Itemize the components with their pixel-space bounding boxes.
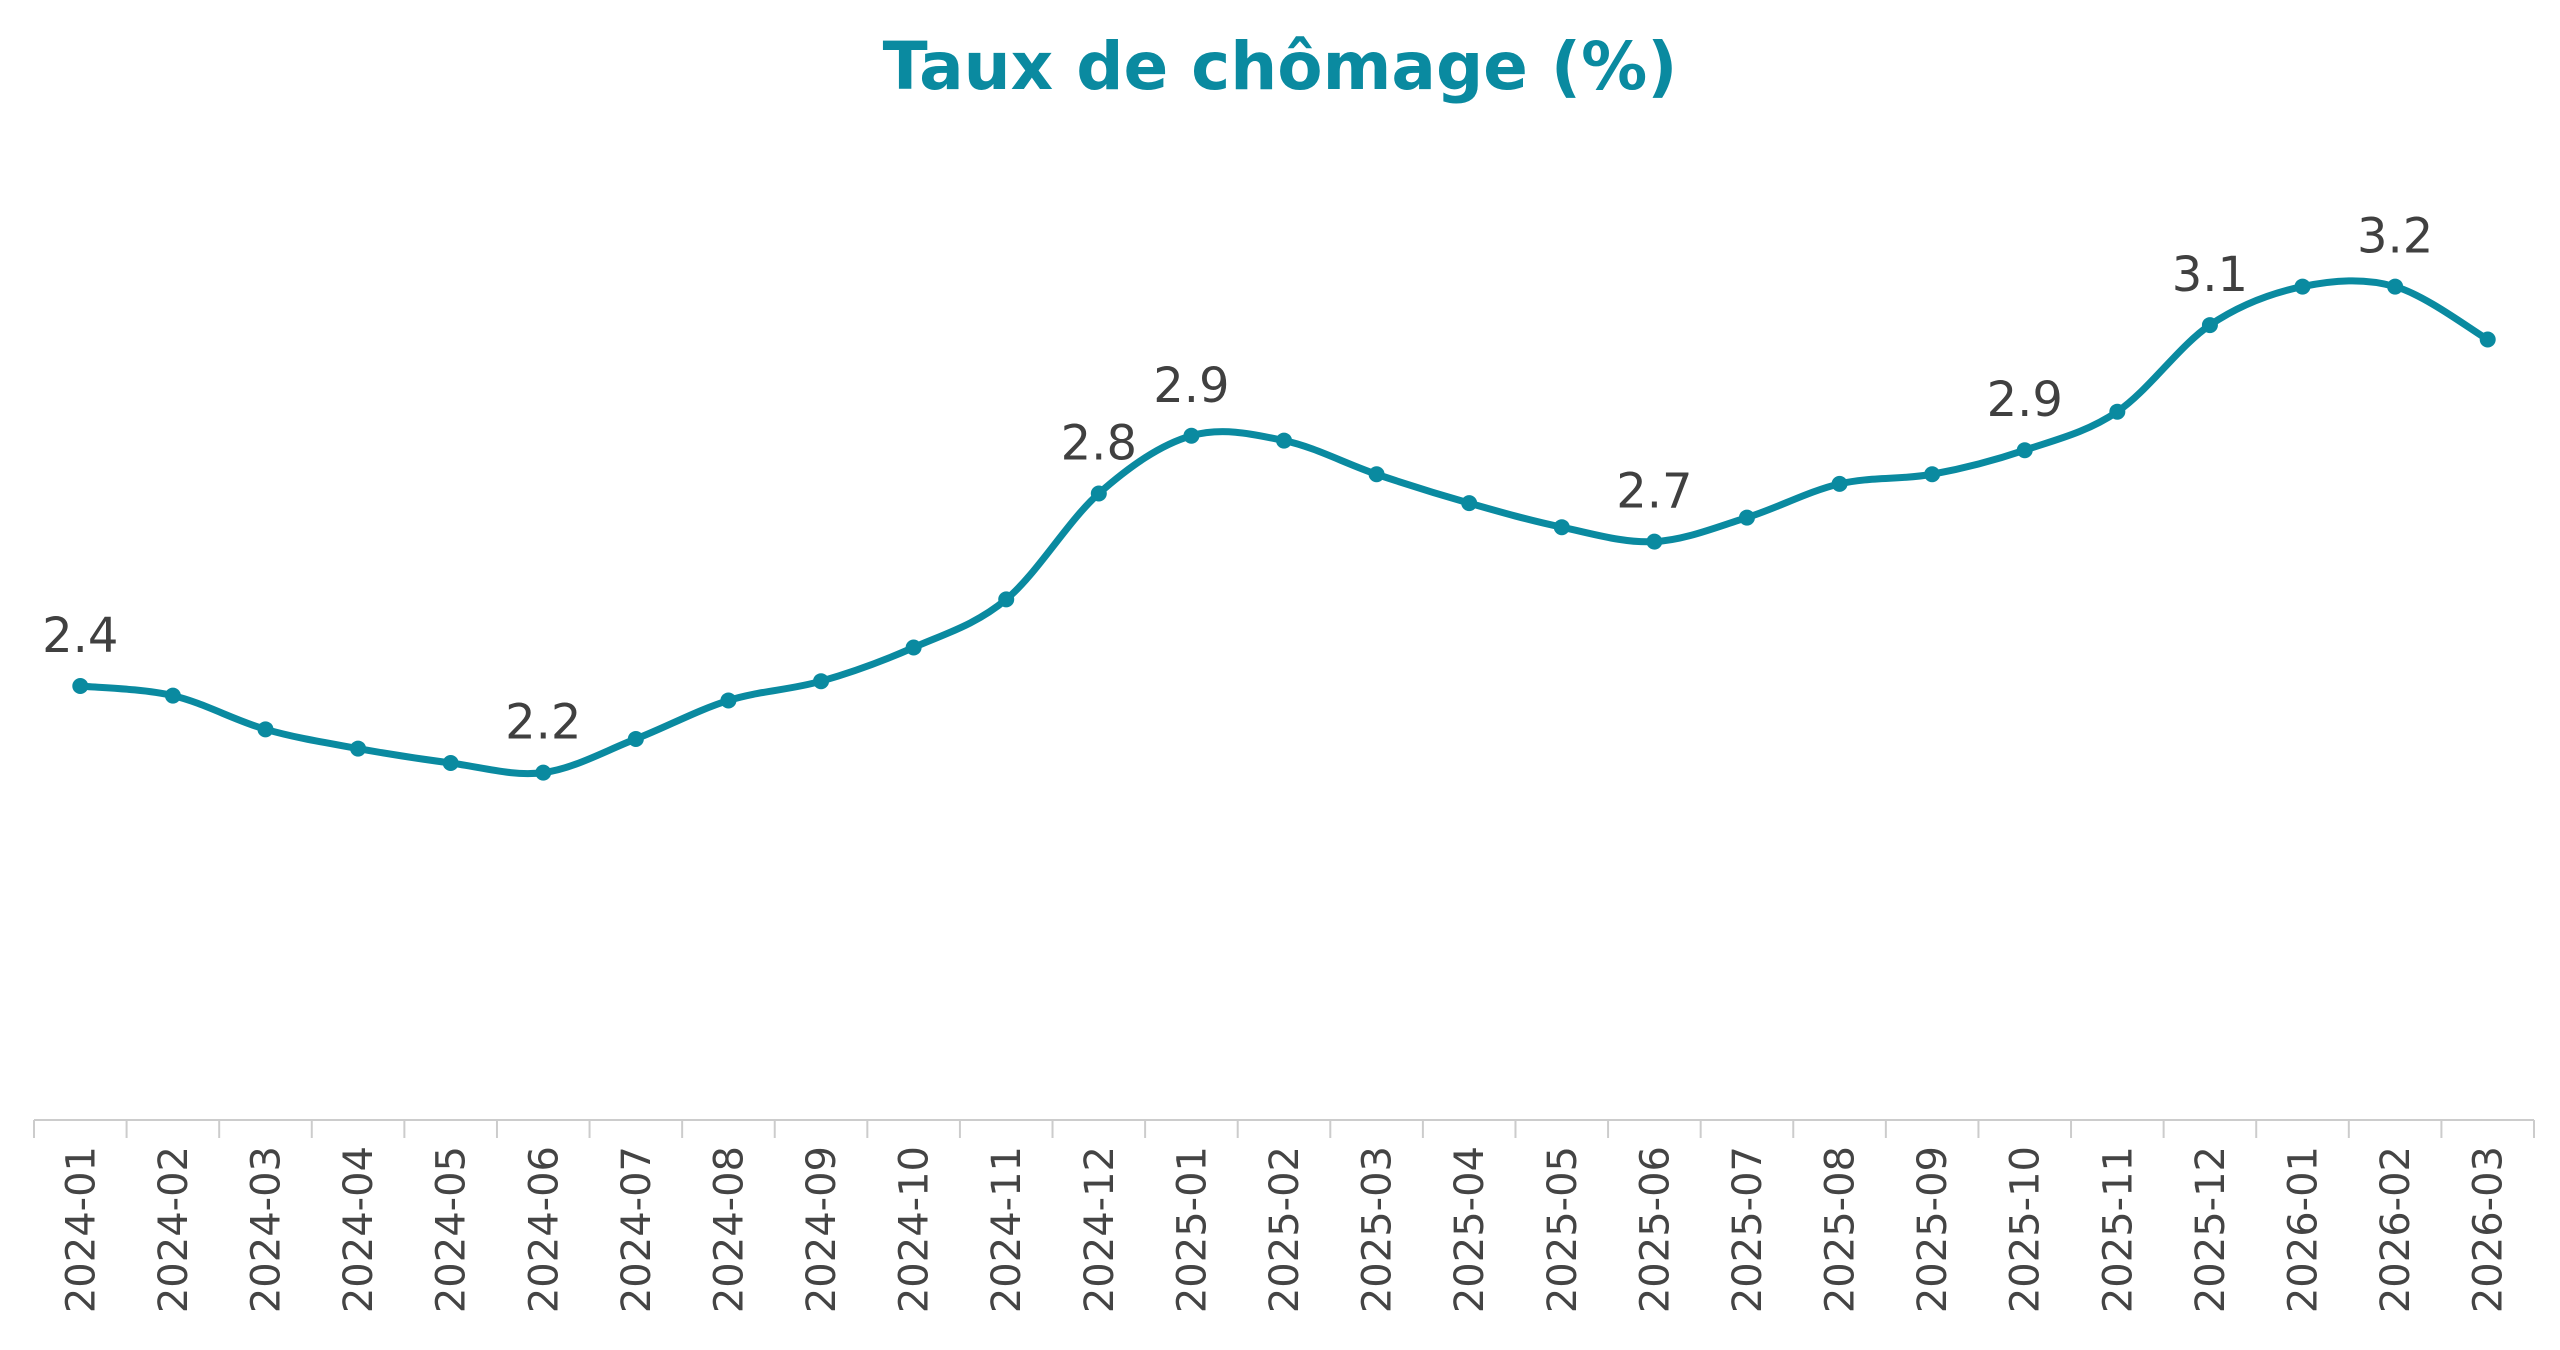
data-point bbox=[350, 740, 367, 757]
data-point bbox=[998, 591, 1015, 608]
data-point bbox=[813, 673, 830, 690]
data-point bbox=[720, 692, 737, 709]
x-tick-label: 2025-02 bbox=[1262, 1146, 1308, 1313]
data-point bbox=[72, 678, 89, 694]
data-point bbox=[2294, 278, 2311, 295]
x-tick-label: 2026-02 bbox=[2373, 1146, 2419, 1313]
data-point bbox=[257, 721, 274, 738]
data-point bbox=[2387, 278, 2404, 295]
x-tick-label: 2024-04 bbox=[336, 1146, 382, 1313]
data-point bbox=[535, 764, 552, 781]
data-point bbox=[627, 730, 644, 747]
x-tick-label: 2024-06 bbox=[521, 1146, 567, 1313]
data-point bbox=[442, 755, 459, 771]
data-point bbox=[2109, 403, 2126, 420]
data-point bbox=[905, 639, 922, 656]
x-tick-label: 2024-03 bbox=[243, 1146, 289, 1313]
x-tick-label: 2025-04 bbox=[1447, 1146, 1493, 1313]
data-label: 2.9 bbox=[1153, 358, 1229, 414]
x-tick-label: 2025-12 bbox=[2188, 1146, 2234, 1313]
data-point bbox=[1368, 466, 1385, 483]
x-tick-label: 2024-10 bbox=[892, 1146, 938, 1313]
x-tick-label: 2024-02 bbox=[151, 1146, 197, 1313]
data-label: 2.8 bbox=[1061, 416, 1137, 472]
chart-title: Taux de chômage (%) bbox=[882, 28, 1678, 105]
x-tick-label: 2025-11 bbox=[2095, 1146, 2141, 1313]
data-point bbox=[1183, 427, 1200, 444]
data-point bbox=[1831, 475, 1848, 492]
x-tick-label: 2025-06 bbox=[1632, 1146, 1678, 1313]
data-point bbox=[1738, 509, 1755, 526]
x-tick-label: 2025-05 bbox=[1540, 1146, 1586, 1313]
data-label: 2.7 bbox=[1616, 464, 1692, 520]
x-tick-label: 2026-03 bbox=[2466, 1146, 2512, 1313]
x-tick-label: 2025-08 bbox=[1818, 1146, 1864, 1313]
data-point bbox=[164, 687, 181, 704]
data-point bbox=[1924, 466, 1941, 483]
x-tick-label: 2024-05 bbox=[429, 1146, 475, 1313]
x-tick-label: 2024-07 bbox=[614, 1146, 660, 1313]
x-tick-label: 2024-09 bbox=[799, 1146, 845, 1313]
data-label: 2.4 bbox=[42, 608, 118, 664]
data-point bbox=[2479, 331, 2496, 348]
x-tick-label: 2025-03 bbox=[1355, 1146, 1401, 1313]
x-tick-label: 2024-11 bbox=[984, 1146, 1030, 1313]
x-tick-label: 2025-01 bbox=[1169, 1146, 1215, 1313]
data-point bbox=[1553, 519, 1570, 536]
data-point bbox=[1461, 495, 1478, 512]
data-point bbox=[1090, 485, 1107, 502]
data-point bbox=[2201, 317, 2218, 334]
data-point bbox=[1646, 533, 1663, 550]
x-tick-label: 2024-01 bbox=[58, 1146, 104, 1313]
data-point bbox=[1276, 432, 1292, 449]
x-tick-label: 2025-10 bbox=[2003, 1146, 2049, 1313]
data-label: 3.1 bbox=[2172, 247, 2248, 303]
data-point bbox=[2016, 442, 2033, 459]
x-tick-label: 2025-09 bbox=[1910, 1146, 1956, 1313]
x-tick-label: 2026-01 bbox=[2281, 1146, 2327, 1313]
series-line bbox=[76, 277, 2492, 778]
data-label: 3.2 bbox=[2357, 209, 2433, 265]
data-label: 2.9 bbox=[1987, 372, 2063, 428]
data-label: 2.2 bbox=[505, 695, 581, 751]
x-tick-label: 2025-07 bbox=[1725, 1146, 1771, 1313]
x-tick-label: 2024-08 bbox=[706, 1146, 752, 1313]
x-tick-label: 2024-12 bbox=[1077, 1146, 1123, 1313]
